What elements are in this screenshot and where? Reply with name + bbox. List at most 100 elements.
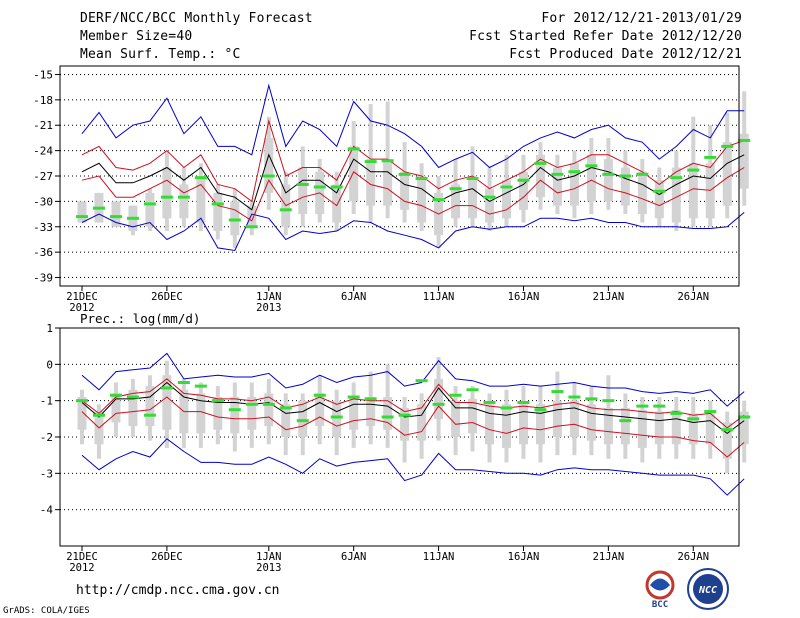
prec-box [162, 375, 172, 430]
temp-box [671, 167, 681, 223]
prec-observed-mark [534, 408, 547, 412]
temp-box [569, 163, 579, 206]
ncc-logo-globe [693, 574, 723, 604]
temp-min-line [81, 212, 745, 252]
prec-observed-mark [670, 411, 683, 415]
temp-observed-mark [534, 161, 547, 165]
temp-observed-mark [619, 174, 632, 178]
prec-observed-mark [636, 404, 649, 408]
prec-box [196, 393, 206, 434]
prec-observed-mark [398, 413, 411, 417]
prec-box [400, 407, 410, 441]
prec-ytick-label: -4 [40, 504, 54, 517]
variable-label: Mean Surf. Temp.: °C [80, 47, 241, 62]
prec-observed-mark [194, 384, 207, 388]
temp-box [145, 192, 155, 227]
temp-box [332, 184, 342, 223]
temp-observed-mark [585, 164, 598, 168]
prec-box [213, 397, 223, 430]
prec-xtick-label: 26JAN [677, 551, 709, 563]
prec-observed-mark [619, 419, 632, 423]
prec-xtick-label: 6JAN [341, 551, 366, 563]
prec-observed-mark [466, 388, 479, 392]
temp-ytick-label: -24 [33, 145, 53, 158]
prec-observed-mark [449, 393, 462, 397]
temp-observed-mark [194, 176, 207, 180]
prec-lower-spread-line [81, 396, 745, 458]
prec-observed-mark [721, 428, 734, 432]
prec-box [502, 404, 511, 448]
prec-observed-mark [602, 399, 615, 403]
temp-box [518, 171, 528, 210]
temp-box [111, 201, 121, 227]
prec-observed-mark [160, 386, 173, 390]
prec-observed-mark [262, 402, 275, 406]
temp-observed-mark [483, 195, 496, 199]
temp-observed-mark [296, 182, 309, 186]
temp-observed-mark [398, 172, 411, 176]
temp-box [264, 137, 274, 193]
temp-xtick-label: 1JAN [256, 291, 281, 303]
member-size-label: Member Size=40 [80, 29, 193, 44]
prec-box [552, 400, 562, 437]
website-link[interactable]: http://cmdp.ncc.cma.gov.cn [76, 583, 280, 598]
bcc-logo: BCC [645, 570, 675, 610]
temp-observed-mark [211, 202, 224, 206]
grads-credit: GrADS: COLA/IGES [3, 606, 90, 616]
temp-observed-mark [109, 215, 122, 219]
temp-box [552, 167, 562, 206]
prec-min-line [81, 438, 745, 496]
temp-observed-mark [432, 198, 445, 202]
prec-ytick-label: -3 [40, 467, 53, 480]
temp-observed-mark [738, 138, 751, 142]
temp-observed-mark [551, 172, 564, 176]
temp-observed-mark [636, 172, 649, 176]
prec-upper-spread-line [81, 378, 745, 429]
temp-xtick-label: 21JAN [593, 291, 625, 303]
temp-box [196, 176, 206, 223]
temp-observed-mark [415, 177, 428, 181]
prec-observed-mark [279, 406, 292, 410]
prec-max-line [81, 352, 745, 407]
prec-observed-mark [585, 397, 598, 401]
prec-box [688, 413, 698, 445]
temp-box [383, 159, 393, 206]
prec-observed-mark [313, 393, 326, 397]
prec-box [128, 389, 138, 427]
temp-box [637, 171, 647, 215]
prec-observed-mark [177, 381, 190, 384]
prec-xtick-label: 21JAN [593, 551, 625, 563]
prec-observed-mark [551, 390, 564, 394]
prec-observed-mark [245, 402, 258, 406]
prec-observed-mark [347, 395, 360, 399]
temp-box [298, 167, 308, 215]
temp-observed-mark [721, 144, 734, 148]
prec-box [603, 407, 613, 445]
temp-observed-mark [228, 218, 241, 222]
prec-observed-mark [143, 413, 156, 417]
prec-box [77, 397, 87, 430]
chart-title: DERF/NCC/BCC Monthly Forecast [80, 11, 313, 26]
temp-xtick-year: 2013 [256, 302, 281, 314]
prec-ytick-label: -2 [40, 431, 53, 444]
prec-box [281, 404, 291, 437]
prec-observed-mark [483, 400, 496, 404]
prec-observed-mark [330, 415, 343, 419]
temp-observed-mark [653, 189, 666, 193]
temp-observed-mark [568, 170, 581, 174]
prec-box [434, 378, 444, 419]
temp-box [451, 184, 461, 219]
temp-box [230, 201, 240, 236]
prec-observed-mark [92, 413, 105, 417]
temp-plot-frame [59, 65, 740, 287]
prec-observed-mark [738, 415, 751, 419]
temp-ytick-label: -36 [33, 246, 53, 259]
temp-xtick-label: 16JAN [508, 291, 540, 303]
prec-box [620, 407, 630, 445]
bcc-logo-swirl [650, 578, 670, 591]
prec-box [315, 393, 325, 427]
prec-xtick-year: 2012 [69, 562, 94, 574]
prec-observed-mark [568, 395, 581, 399]
